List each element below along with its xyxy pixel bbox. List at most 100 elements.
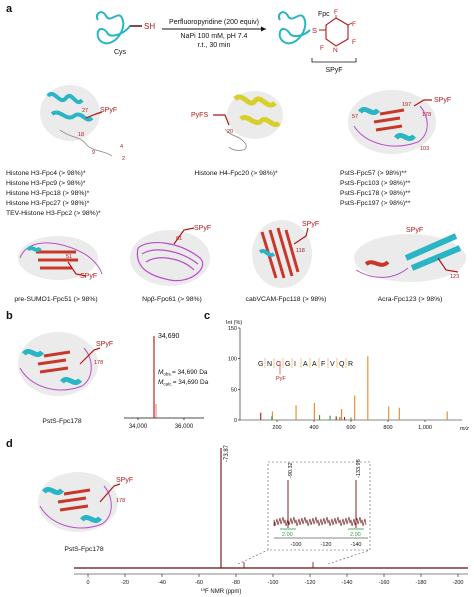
c-xtick-label: 800 [383,425,392,431]
svg-text:20: 20 [227,129,233,135]
svg-text:61: 61 [176,236,182,242]
fpc-label: Fpc [318,11,330,18]
svg-text:SPyF: SPyF [80,273,97,280]
svg-text:F: F [352,39,356,46]
pre-sumo1-label: pre-SUMO1-Fpc51 (> 98%) [14,296,98,303]
svg-text:178: 178 [116,498,125,504]
svg-text:18: 18 [78,132,84,138]
svg-text:2.00: 2.00 [282,532,293,538]
svg-text:34,690: 34,690 [158,333,180,340]
svg-text:SPyF: SPyF [96,341,113,348]
pyf-label: PyF [276,376,286,382]
svg-text:178: 178 [422,112,431,118]
sh-label: SH [144,22,155,31]
panel-d-protein-label: PstS-Fpc178 [64,546,104,553]
svg-text:2: 2 [122,156,125,162]
sequence-residue: C [276,361,281,368]
cabvcam-structure: SPyF 118 [252,220,319,288]
c-ytick-label: 50 [231,387,237,393]
c-ytick-label: 150 [228,326,237,332]
fpc-protein-icon [278,11,311,45]
npb-label: Npβ-Fpc61 (> 98%) [142,296,202,303]
svg-text:19F NMR (ppm): 19F NMR (ppm) [201,587,242,595]
svg-text:SPyF: SPyF [116,477,133,484]
svg-text:F: F [320,45,324,52]
psts-label-1: PstS-Fpc57 (> 98%)** [340,170,407,177]
svg-text:2.00: 2.00 [350,532,361,538]
h3-label-1: Histone H3-Fpc4 (> 98%)* [6,170,86,177]
h3-label-2: Histone H3-Fpc9 (> 98%)* [6,180,86,187]
cabvcam-label: cabVCAM-Fpc118 (> 98%) [245,296,327,303]
panel-b-structure: SPyF 178 [18,332,113,396]
svg-text:118: 118 [296,248,305,254]
psts-label-3: PstS-Fpc178 (> 98%)** [340,190,411,197]
nmr-xtick-label: -60 [195,580,203,586]
svg-text:SPyF: SPyF [100,107,117,114]
h3-label-3: Histone H3-Fpc18 (> 98%)* [6,190,90,197]
h4-label: Histone H4-Fpc20 (> 98%)* [194,170,278,177]
svg-text:-133.98: -133.98 [356,459,362,478]
c-xtick-label: 400 [309,425,318,431]
buffer-label: NaPi 100 mM, pH 7.4 [181,33,248,40]
c-xtick-label: 1,000 [418,425,432,431]
nmr-xtick-label: -40 [158,580,166,586]
svg-text:-73.87: -73.87 [224,444,230,462]
nmr-xtick-label: -120 [304,580,315,586]
sequence-residue: G [285,361,290,368]
conditions-label: r.t., 30 min [198,42,231,49]
panel-b-mass-spectrum: 34,690 Mobs.= 34,690 Da Mcalc.= 34,690 D… [124,333,209,430]
panel-d-structure: SPyF 178 [38,472,133,532]
h3-label-4: Histone H3-Fpc27 (> 98%)* [6,200,90,207]
nmr-xtick-label: -180 [415,580,426,586]
svg-text:-120: -120 [320,542,331,548]
c-xtick-label: 200 [272,425,281,431]
panel-b-protein-label: PstS-Fpc178 [42,418,82,425]
c-ytick-label: 100 [228,357,237,363]
spyf-label: SPyF [325,67,342,74]
svg-text:F: F [352,21,356,28]
svg-text:36,000: 36,000 [175,424,194,430]
inset-noise-trace [273,516,367,527]
reagent-label: Perfluoropyridine (200 equiv) [169,19,259,26]
panel-d-letter: d [6,438,13,450]
sequence-residue: F [321,361,325,368]
psts-label-4: PstS-Fpc197 (> 98%)** [340,200,411,207]
n-atom: N [333,47,338,54]
panel-c-letter: c [204,310,211,322]
sequence-residue: Q [339,361,345,368]
cys-protein-icon [96,11,142,45]
svg-text:-90.32: -90.32 [288,462,294,478]
acra-structure: SPyF 123 [354,227,466,282]
svg-text:197: 197 [402,102,411,108]
svg-text:Mobs.= 34,690 Da: Mobs.= 34,690 Da [158,369,208,377]
h3-label-5: TEV-Histone H3-Fpc2 (> 98%)* [6,210,101,217]
nmr-xtick-label: 0 [86,580,89,586]
svg-text:27: 27 [82,108,88,114]
nmr-xtick-label: -160 [378,580,389,586]
svg-text:F: F [334,9,338,16]
svg-text:-140: -140 [350,542,361,548]
s-atom: S [312,26,317,35]
svg-text:103: 103 [420,146,429,152]
psts-structure: 197 SPyF 178 57 103 [348,90,451,154]
pyridine-ring-icon [325,17,349,47]
psts-label-2: PstS-Fpc103 (> 98%)** [340,180,411,187]
nmr-xtick-label: -80 [232,580,240,586]
sequence-residue: A [303,361,308,368]
sequence-residue: A [312,361,317,368]
sequence-residue: V [330,361,335,368]
svg-text:123: 123 [450,274,459,280]
svg-text:51: 51 [66,254,72,260]
sequence-residue: N [267,361,272,368]
panel-c-msms-chart: Int (%) m/z 150 100 50 0 200 400 600 800 1,000 G… [226,320,469,432]
panel-a-letter: a [6,3,13,15]
npb-structure: 61 SPyF [130,225,211,286]
acra-label: Acra-Fpc123 (> 98%) [377,296,443,303]
svg-text:SPyF: SPyF [406,227,423,234]
svg-text:SPyF: SPyF [194,225,211,232]
svg-text:SPyF: SPyF [302,221,319,228]
panel-d-nmr-spectrum: -73.87 -90.32 -133.98 2.00 2.00 -100 -12… [74,444,468,595]
nmr-xtick-label: -20 [121,580,129,586]
sequence-residue: I [294,361,296,368]
